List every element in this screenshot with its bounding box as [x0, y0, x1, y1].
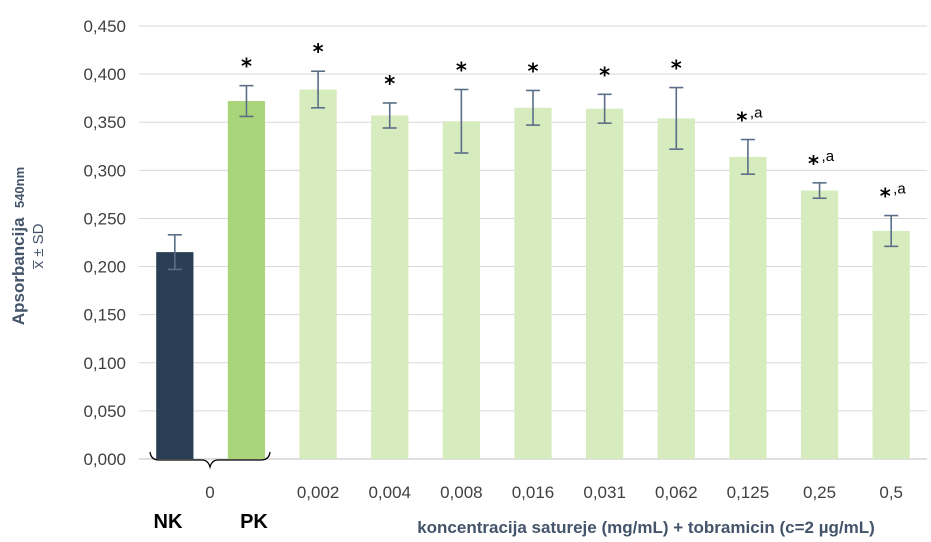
significance-superscript: ,a — [893, 181, 906, 198]
svg-text:Apsorbancija 540nm: Apsorbancija 540nm — [9, 167, 28, 325]
y-tick-label: 0,150 — [83, 306, 126, 325]
y-tick-label: 0,050 — [83, 402, 126, 421]
group-tick-label: 0 — [205, 483, 214, 502]
x-tick-label: 0,125 — [727, 483, 770, 502]
group-bracket — [149, 451, 271, 470]
bar — [514, 107, 552, 460]
x-tick-label: 0,25 — [803, 483, 836, 502]
bar — [729, 156, 767, 459]
significance-star: * — [313, 40, 324, 64]
x-tick-label: 0,002 — [297, 483, 340, 502]
y-tick-label: 0,350 — [83, 113, 126, 132]
significance-star: * — [671, 57, 682, 81]
x-tick-label: 0,008 — [440, 483, 483, 502]
y-tick-label: 0,400 — [83, 65, 126, 84]
y-axis-title: Apsorbancija 540nm — [9, 167, 28, 325]
bar — [371, 115, 409, 459]
significance-star: * — [880, 185, 891, 209]
y-axis-title-line2: x̅ ± SD — [30, 223, 47, 269]
pk-label: PK — [240, 511, 268, 533]
nk-label: NK — [154, 511, 183, 533]
bar — [586, 108, 624, 460]
y-axis-label: Apsorbancija — [9, 217, 28, 325]
x-tick-label: 0,062 — [655, 483, 698, 502]
x-tick-label: 0,016 — [512, 483, 555, 502]
significance-star: * — [384, 72, 395, 96]
significance-star: * — [808, 152, 819, 176]
y-tick-label: 0,300 — [83, 161, 126, 180]
y-axis-label-line2: x̅ ± SD — [30, 223, 47, 269]
y-tick-labels: 0,000 0,050 0,100 0,150 0,200 0,250 0,300 0,350… — [83, 17, 126, 469]
y-tick-label: 0,100 — [83, 354, 126, 373]
x-tick-labels: 0,002 0,004 0,008 0,016 0,031 0,062 0,125 0,25 0… — [297, 483, 903, 502]
y-tick-label: 0,200 — [83, 258, 126, 277]
significance-superscript: ,a — [822, 148, 835, 165]
significance-star: * — [528, 59, 539, 83]
x-tick-label: 0,004 — [368, 483, 411, 502]
bar — [800, 190, 839, 460]
significance-star: * — [736, 109, 747, 133]
y-tick-label: 0,000 — [83, 450, 126, 469]
y-axis-label-sub: 540nm — [12, 167, 27, 208]
bar — [156, 252, 194, 459]
significance-superscript: ,a — [750, 105, 763, 122]
bar — [299, 89, 337, 460]
bar — [872, 230, 910, 459]
y-tick-label: 0,250 — [83, 209, 126, 228]
x-axis-label: koncentracija satureje (mg/mL) + tobrami… — [417, 518, 875, 537]
significance-star: * — [456, 59, 467, 83]
error-bars — [167, 70, 899, 271]
significance-star: * — [241, 55, 252, 79]
bar — [442, 121, 480, 459]
significance-marks: **** * * ** ,a* ,a* ,a — [241, 40, 906, 208]
x-tick-label: 0,5 — [879, 483, 903, 502]
x-tick-label: 0,031 — [583, 483, 626, 502]
bar — [657, 118, 695, 459]
bar — [227, 101, 266, 459]
significance-star: * — [599, 63, 610, 87]
bars — [156, 89, 910, 460]
y-tick-label: 0,450 — [83, 17, 126, 36]
